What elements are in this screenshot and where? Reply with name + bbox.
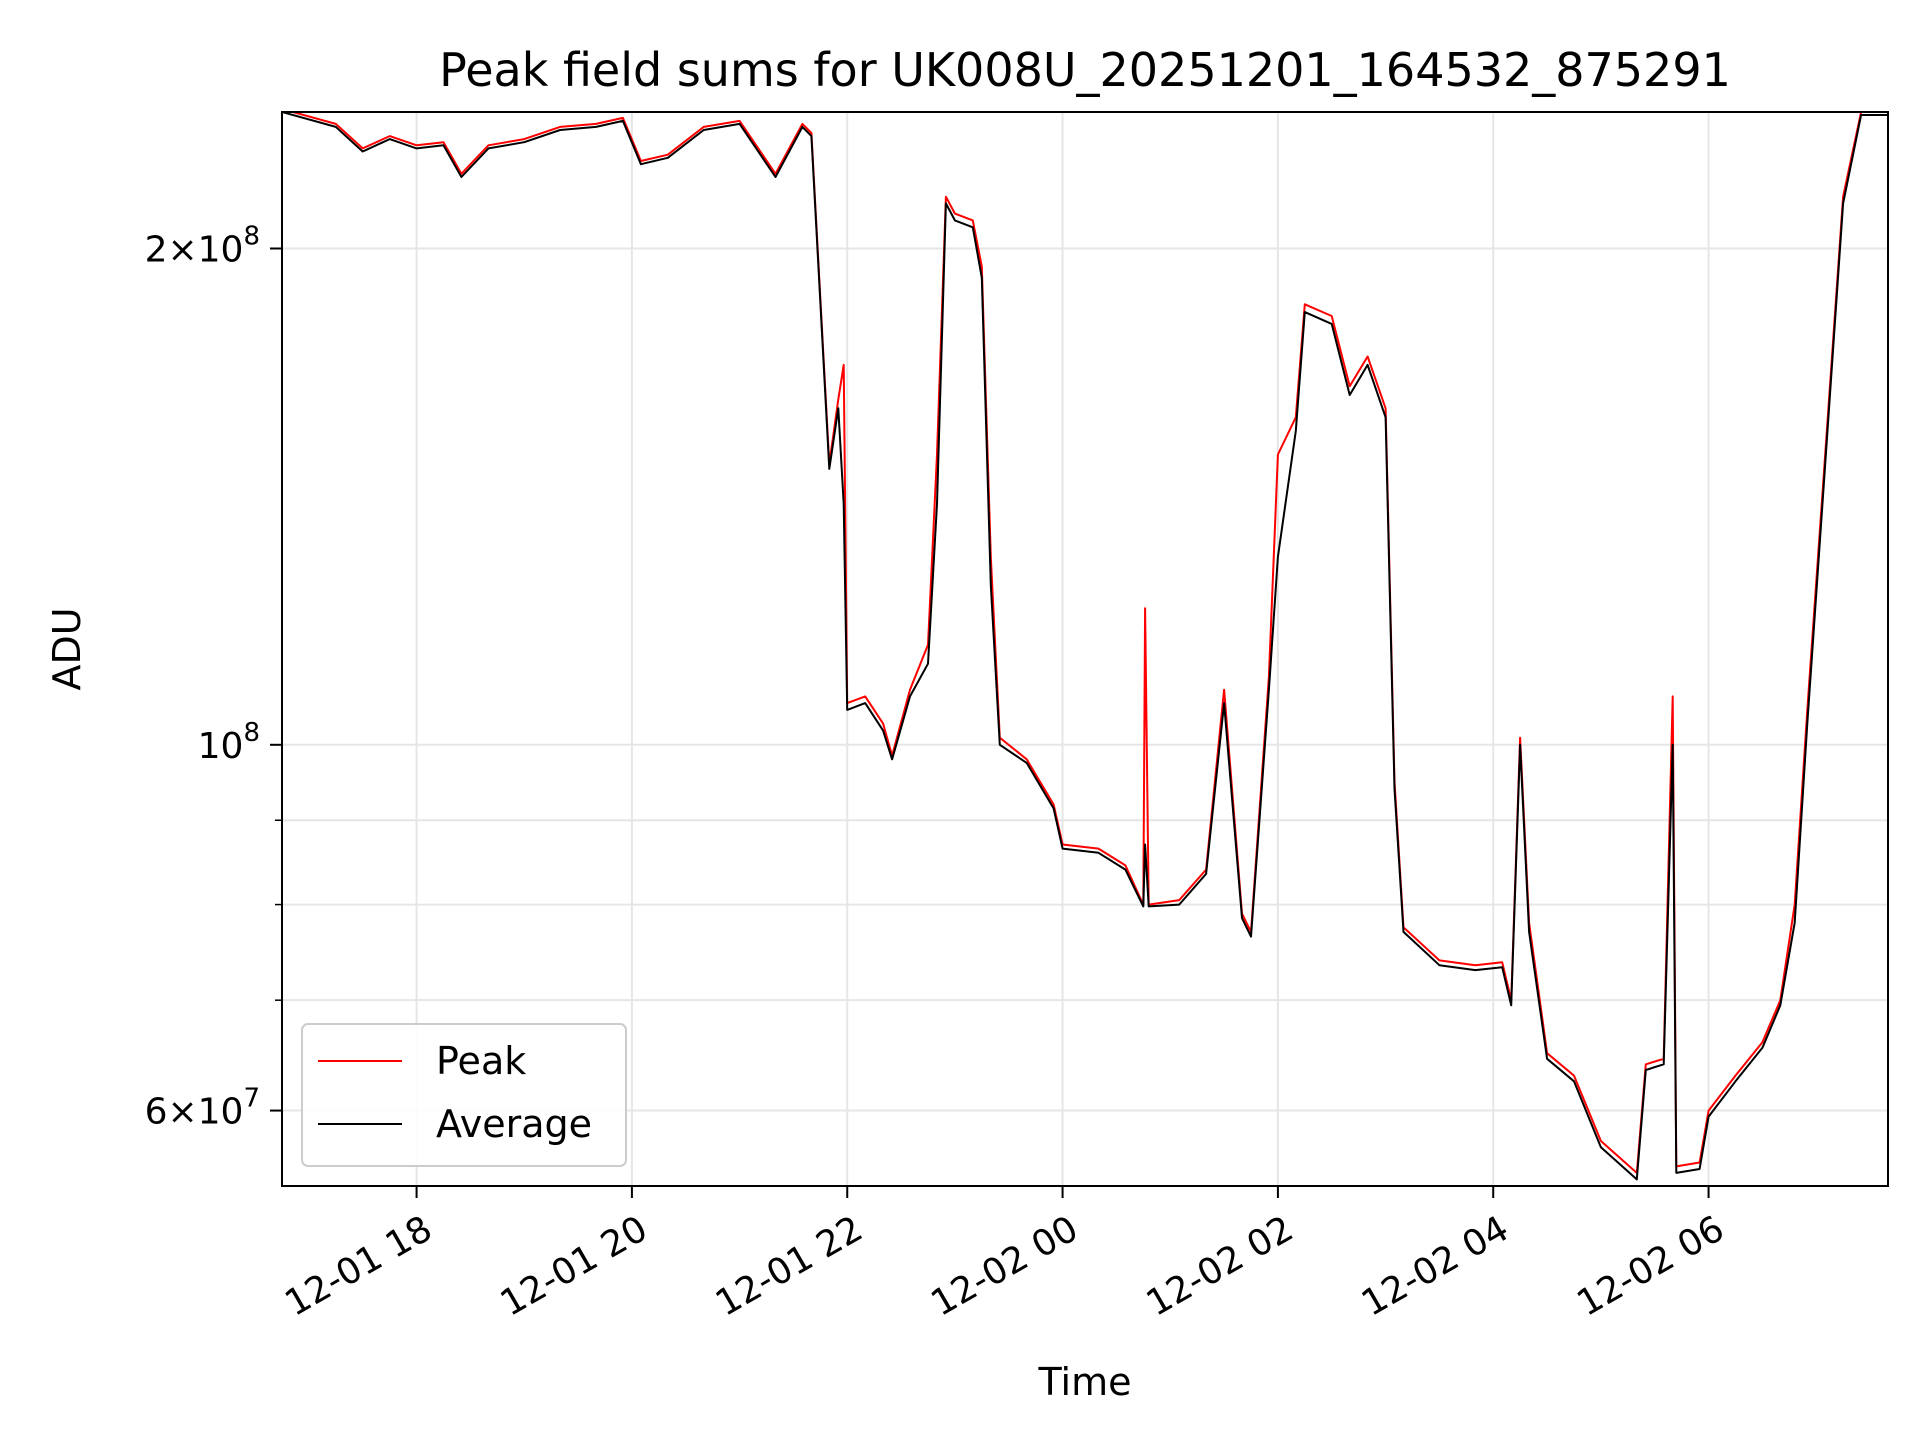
plot-area-frame xyxy=(281,111,1889,1187)
y-tick-exponent: 8 xyxy=(243,221,260,251)
legend-label-average: Average xyxy=(436,1102,592,1146)
y-tick-exponent: 7 xyxy=(243,1084,260,1114)
series-line-average xyxy=(282,112,1888,1181)
x-axis-label: Time xyxy=(1038,1360,1132,1404)
y-tick-label: 6×107 xyxy=(145,1084,260,1133)
legend: Peak Average xyxy=(301,1023,627,1167)
y-tick-label: 108 xyxy=(198,718,260,767)
y-axis-label: ADU xyxy=(45,607,89,690)
legend-box xyxy=(301,1023,627,1167)
y-tick-base: 10 xyxy=(198,229,244,270)
series-group xyxy=(282,112,1888,1181)
y-tick-mantissa: 6× xyxy=(145,1092,198,1133)
y-tick-label: 2×108 xyxy=(145,221,260,270)
y-tick-mantissa: 2× xyxy=(145,229,198,270)
series-line-peak xyxy=(289,112,1888,1174)
y-tick-exponent: 8 xyxy=(243,718,260,748)
y-tick-base: 10 xyxy=(198,1092,244,1133)
y-tick-base: 10 xyxy=(198,726,244,767)
chart-title: Peak field sums for UK008U_20251201_1645… xyxy=(439,43,1731,97)
legend-label-peak: Peak xyxy=(436,1039,526,1083)
